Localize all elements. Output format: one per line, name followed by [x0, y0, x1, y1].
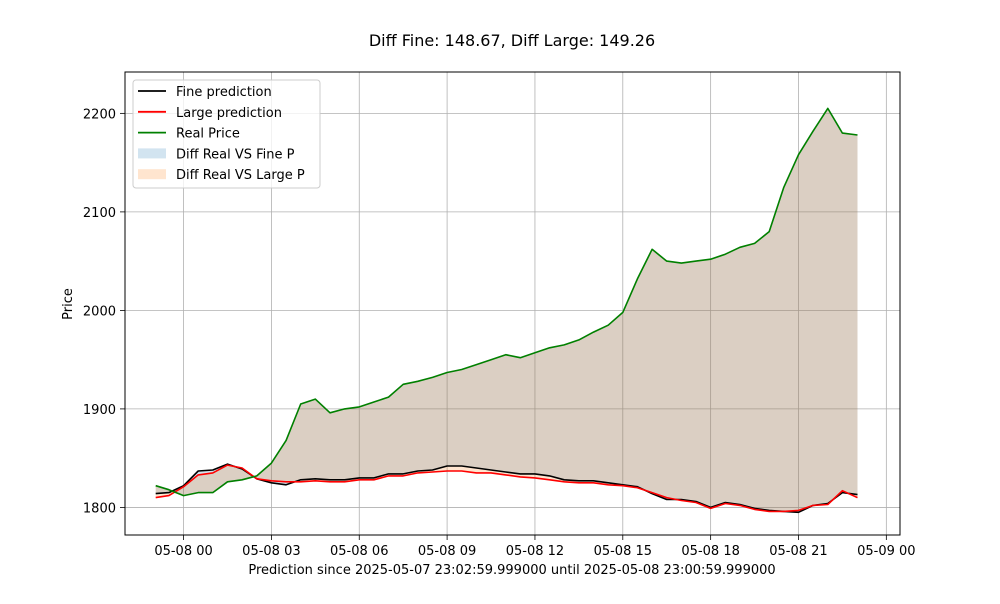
- chart-legend: Fine prediction Large prediction Real Pric…: [132, 79, 321, 189]
- diff-real-vs-large-area: [155, 108, 858, 512]
- y-tick-label: 2000: [83, 304, 116, 319]
- x-tick-label: 05-08 09: [418, 544, 476, 559]
- y-tick-label: 2100: [83, 206, 116, 221]
- y-tick-label: 2200: [83, 107, 116, 122]
- legend-entry-label: Diff Real VS Large P: [176, 168, 305, 183]
- x-tick-label: 05-08 00: [154, 544, 212, 559]
- legend-entry-label: Fine prediction: [176, 85, 272, 100]
- legend-entry-label: Real Price: [176, 127, 240, 142]
- x-tick-label: 05-08 03: [242, 544, 300, 559]
- x-tick-label: 05-08 06: [330, 544, 388, 559]
- large-prediction-line: [155, 464, 858, 513]
- legend-entry-label: Large prediction: [176, 106, 282, 121]
- legend-fill-swatch: [138, 169, 166, 180]
- x-tick-label: 05-08 15: [594, 544, 652, 559]
- chart-title: Diff Fine: 148.67, Diff Large: 149.26: [369, 31, 655, 50]
- y-tick-label: 1800: [83, 501, 116, 516]
- real-price-line: [155, 107, 858, 497]
- y-axis-label: Price: [61, 288, 76, 320]
- grid-lines: [125, 72, 900, 535]
- x-tick-label: 05-08 18: [681, 544, 739, 559]
- series-lines: [155, 107, 858, 514]
- x-axis-label: Prediction since 2025-05-07 23:02:59.999…: [248, 563, 775, 578]
- legend-fill-swatch: [138, 148, 166, 159]
- x-tick-label: 05-08 12: [506, 544, 564, 559]
- fine-prediction-line: [155, 463, 858, 514]
- y-tick-label: 1900: [83, 403, 116, 418]
- diff-real-vs-fine-area: [155, 108, 858, 513]
- y-axis-ticks: 1800 1900 2000 2100 2200: [83, 107, 125, 516]
- x-axis-ticks: 05-08 00 05-08 03 05-08 06 05-08 09 05-08 12…: [154, 535, 916, 559]
- plot-frame: [124, 71, 901, 536]
- x-tick-label: 05-09 00: [857, 544, 915, 559]
- diff-fill-areas: [155, 108, 858, 513]
- legend-entry-label: Diff Real VS Fine P: [176, 147, 295, 162]
- x-tick-label: 05-08 21: [769, 544, 827, 559]
- legend-box: [132, 79, 321, 189]
